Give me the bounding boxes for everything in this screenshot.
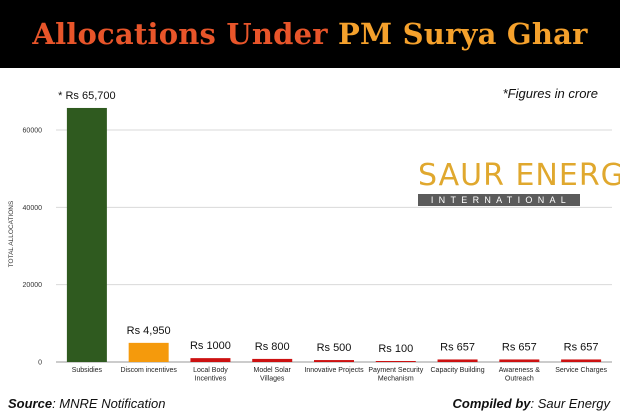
source-text: : MNRE Notification	[52, 396, 166, 411]
logo-main-text: SAUR ENERGY	[418, 158, 620, 193]
data-label: Rs 500	[317, 342, 352, 354]
compiled-text: : Saur Energy	[530, 396, 611, 411]
x-tick-label: Payment Security	[368, 367, 423, 374]
data-label: * Rs 65,700	[58, 90, 115, 102]
data-label: Rs 657	[440, 341, 475, 353]
saur-energy-logo: SAUR ENERGY INTERNATIONAL	[418, 158, 620, 206]
x-tick-label: Service Charges	[555, 367, 607, 374]
page-title: Allocations Under PM Surya Ghar	[32, 17, 587, 51]
y-tick-label: 0	[38, 360, 42, 367]
x-tick-label: Local Body	[193, 367, 228, 374]
data-label: Rs 4,950	[127, 325, 171, 337]
source-credit: Source: MNRE Notification	[8, 396, 166, 411]
units-note: *Figures in crore	[502, 86, 598, 101]
data-label: Rs 1000	[190, 340, 231, 352]
x-tick-label: Capacity Building	[431, 367, 485, 374]
x-tick-label: Awareness &	[499, 367, 540, 374]
data-label: Rs 800	[255, 341, 290, 353]
bar	[561, 359, 602, 362]
x-tick-label: Villages	[260, 376, 285, 383]
title-part-1: Allocations Under	[32, 17, 339, 51]
source-label: Source	[8, 396, 53, 411]
data-label: Rs 657	[502, 341, 537, 353]
compiled-label: Compiled by	[452, 396, 531, 411]
data-label: Rs 100	[378, 343, 413, 355]
title-part-2: PM Surya Ghar	[338, 17, 588, 51]
y-tick-label: 40000	[23, 205, 43, 212]
bar	[314, 360, 354, 362]
x-tick-label: Outreach	[505, 376, 534, 383]
bar	[437, 359, 478, 362]
title-banner: Allocations Under PM Surya Ghar	[0, 0, 620, 68]
y-axis-label: TOTAL ALLOCATIONS	[8, 200, 15, 267]
data-label: Rs 657	[564, 341, 599, 353]
x-tick-label: Discom incentives	[120, 367, 177, 374]
bar	[375, 361, 416, 362]
bar	[252, 358, 293, 362]
bar	[190, 358, 231, 362]
x-tick-label: Incentives	[195, 376, 227, 383]
bar	[128, 342, 169, 362]
x-tick-label: Innovative Projects	[304, 367, 364, 374]
x-tick-label: Subsidies	[72, 367, 103, 374]
compiled-credit: Compiled by: Saur Energy	[452, 396, 610, 411]
x-tick-label: Model Solar	[254, 367, 292, 374]
y-tick-label: 60000	[23, 128, 43, 135]
x-tick-label: Mechanism	[378, 376, 414, 383]
y-tick-label: 20000	[23, 282, 43, 289]
bar	[499, 359, 540, 362]
logo-sub-text: INTERNATIONAL	[418, 194, 580, 206]
bar	[66, 107, 107, 363]
